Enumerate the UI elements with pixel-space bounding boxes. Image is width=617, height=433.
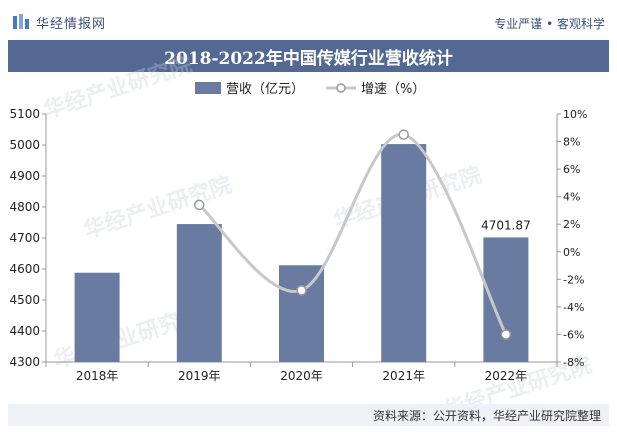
bar xyxy=(74,272,120,362)
source-bar: 资料来源：公开资料，华经产业研究院整理 xyxy=(8,404,609,426)
line-point xyxy=(296,285,307,296)
line-point xyxy=(398,129,409,140)
x-tick-label: 2021年 xyxy=(382,369,425,383)
y-right-tick-label: 4% xyxy=(563,191,580,204)
logo-icon xyxy=(13,14,29,29)
y-left-tick-label: 5100 xyxy=(9,107,40,121)
tagline: 专业严谨 • 客观科学 xyxy=(494,17,605,31)
y-right-tick-label: -6% xyxy=(563,328,584,341)
line-point xyxy=(500,329,512,340)
bar xyxy=(279,265,324,362)
x-tick-label: 2019年 xyxy=(178,369,221,383)
y-left-tick-label: 4500 xyxy=(9,293,40,307)
logo-text: 华经情报网 xyxy=(36,16,107,32)
x-tick-label: 2018年 xyxy=(76,369,119,383)
y-right-tick-label: -2% xyxy=(563,273,584,286)
y-left-tick-label: 4800 xyxy=(9,200,40,214)
y-right-tick-label: 8% xyxy=(563,136,580,149)
legend-label-bar: 营收（亿元） xyxy=(226,82,304,97)
y-left-tick-label: 5000 xyxy=(9,138,40,152)
y-left-tick-label: 4900 xyxy=(9,169,40,183)
line-point xyxy=(194,199,205,211)
bar-data-label: 4701.87 xyxy=(481,218,531,232)
bar xyxy=(381,144,427,362)
x-tick-label: 2022年 xyxy=(485,369,528,383)
title-band: 2018-2022年中国传媒行业营收统计 xyxy=(8,40,609,72)
y-left-tick-label: 4300 xyxy=(9,355,40,369)
legend-swatch-line-marker xyxy=(336,83,346,93)
y-right-tick-label: 2% xyxy=(563,218,580,231)
y-left-tick-label: 4600 xyxy=(9,262,40,276)
line-series xyxy=(198,133,508,336)
y-right-tick-label: -8% xyxy=(563,356,584,369)
source-text: 资料来源：公开资料，华经产业研究院整理 xyxy=(372,409,601,423)
y-right-tick-label: 6% xyxy=(563,163,580,176)
y-right-tick-label: 0% xyxy=(563,246,580,259)
y-right-tick-label: -4% xyxy=(563,301,584,314)
legend-swatch-bar xyxy=(195,82,221,94)
legend-label-line: 增速（%） xyxy=(361,82,425,97)
y-right-tick-label: 10% xyxy=(563,108,587,121)
y-left-tick-label: 4400 xyxy=(9,324,40,338)
chart-title: 2018-2022年中国传媒行业营收统计 xyxy=(164,48,453,69)
bar xyxy=(176,224,222,362)
header-bar: 华经情报网 专业严谨 • 客观科学 xyxy=(8,6,609,36)
y-left-tick-label: 4700 xyxy=(9,231,40,245)
logo: 华经情报网 xyxy=(12,13,107,32)
x-tick-label: 2020年 xyxy=(280,369,323,383)
